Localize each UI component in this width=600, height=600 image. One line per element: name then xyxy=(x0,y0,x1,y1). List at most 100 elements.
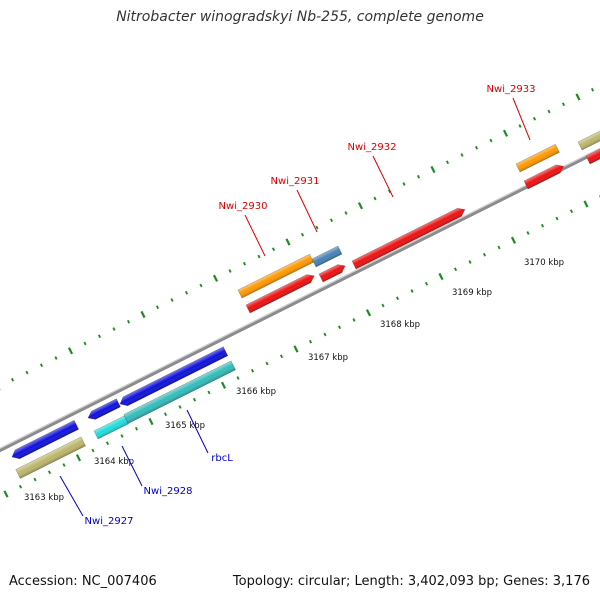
minor-tick xyxy=(561,102,566,107)
gene-Nwi_2928[interactable] xyxy=(86,398,121,422)
major-tick xyxy=(140,310,146,319)
minor-tick xyxy=(97,334,102,339)
minor-tick xyxy=(112,327,116,331)
minor-tick xyxy=(257,254,261,259)
gene-Nwi_2933-inner[interactable] xyxy=(523,162,566,190)
major-tick xyxy=(357,202,364,210)
genome-stats-text: Topology: circular; Length: 3,402,093 bp… xyxy=(232,574,590,589)
gene-label-leader xyxy=(244,214,266,257)
gene-Nwi_2932[interactable] xyxy=(351,206,467,270)
minor-tick xyxy=(170,298,174,302)
minor-tick xyxy=(120,434,124,438)
minor-tick xyxy=(453,267,458,272)
major-tick xyxy=(430,165,436,174)
gene-label[interactable]: Nwi_2931 xyxy=(271,176,320,187)
scale-label: 3170 kbp xyxy=(524,258,564,268)
accession-text: Accession: NC_007406 xyxy=(9,574,157,589)
major-tick xyxy=(220,381,227,389)
minor-tick xyxy=(489,138,493,143)
major-tick xyxy=(583,200,589,208)
minor-tick xyxy=(184,290,189,295)
major-tick xyxy=(67,347,74,355)
gene-right-edge-inner[interactable] xyxy=(585,143,600,165)
scale-label: 3167 kbp xyxy=(308,353,348,363)
minor-tick xyxy=(207,390,211,395)
gene-Nwi_2930-inner[interactable] xyxy=(245,272,316,314)
gene-label[interactable]: Nwi_2927 xyxy=(85,516,134,527)
gene-label-leader xyxy=(512,97,531,141)
minor-tick xyxy=(62,463,66,467)
minor-tick xyxy=(271,247,276,252)
minor-tick xyxy=(329,218,334,223)
gene-Nwi_2931[interactable] xyxy=(311,245,343,268)
gene-label-leader xyxy=(186,409,209,454)
minor-tick xyxy=(526,231,530,235)
minor-tick xyxy=(468,260,472,264)
minor-tick xyxy=(482,252,487,257)
gene-Nwi_2933-outer[interactable] xyxy=(515,143,560,173)
gene-label[interactable]: Nwi_2932 xyxy=(348,142,397,153)
minor-tick xyxy=(308,339,313,344)
minor-tick xyxy=(83,341,87,346)
scale-label: 3168 kbp xyxy=(380,320,420,330)
minor-tick xyxy=(300,232,305,237)
minor-tick xyxy=(532,116,537,121)
gene-Nwi_2931-inner[interactable] xyxy=(318,262,347,283)
minor-tick xyxy=(236,376,240,380)
minor-tick xyxy=(228,269,232,273)
gene-label[interactable]: Nwi_2930 xyxy=(219,201,268,212)
inner-tick-row xyxy=(3,195,600,498)
minor-tick xyxy=(518,124,522,128)
scale-label: 3166 kbp xyxy=(236,387,276,397)
minor-tick xyxy=(126,319,131,324)
map-title: Nitrobacter winogradskyi Nb-255, complet… xyxy=(116,9,484,25)
gene-Nwi_2927-inner[interactable] xyxy=(15,436,86,479)
major-tick xyxy=(438,272,444,281)
gene-rbcL[interactable] xyxy=(118,346,229,409)
minor-tick xyxy=(25,370,29,375)
major-tick xyxy=(365,309,372,317)
minor-tick xyxy=(555,216,559,221)
minor-tick xyxy=(540,223,545,228)
minor-tick xyxy=(337,325,342,330)
gene-Nwi_2930-outer[interactable] xyxy=(237,253,314,299)
minor-tick xyxy=(387,189,392,194)
gene-Nwi_2928-inner[interactable] xyxy=(93,415,129,440)
minor-tick xyxy=(395,296,400,301)
gene-Nwi_2927[interactable] xyxy=(10,419,80,461)
minor-tick xyxy=(460,153,464,157)
minor-tick xyxy=(10,377,15,382)
major-tick xyxy=(293,345,299,353)
minor-tick xyxy=(250,368,255,373)
minor-tick xyxy=(497,245,501,250)
minor-tick xyxy=(410,289,414,293)
minor-tick xyxy=(163,412,168,417)
minor-tick xyxy=(192,397,197,402)
gene-label[interactable]: rbcL xyxy=(211,453,233,464)
gene-rbcL-inner[interactable] xyxy=(123,360,236,424)
scale-label: 3165 kbp xyxy=(165,421,205,431)
gene-label[interactable]: Nwi_2933 xyxy=(487,84,536,95)
minor-tick xyxy=(590,87,595,92)
minor-tick xyxy=(242,261,247,266)
minor-tick xyxy=(155,305,160,310)
minor-tick xyxy=(323,332,327,337)
major-tick xyxy=(3,490,9,498)
major-tick xyxy=(285,238,291,246)
minor-tick xyxy=(279,354,284,359)
major-tick xyxy=(502,129,509,137)
gene-label[interactable]: Nwi_2928 xyxy=(144,486,193,497)
minor-tick xyxy=(424,281,429,286)
minor-tick xyxy=(344,211,348,215)
gene-right-edge-outer[interactable] xyxy=(577,123,600,151)
minor-tick xyxy=(373,196,377,201)
minor-tick xyxy=(54,356,58,360)
minor-tick xyxy=(474,145,479,150)
minor-tick xyxy=(315,225,319,230)
scale-label: 3169 kbp xyxy=(452,288,492,298)
minor-tick xyxy=(134,426,139,431)
minor-tick xyxy=(178,405,182,409)
minor-tick xyxy=(18,484,23,489)
